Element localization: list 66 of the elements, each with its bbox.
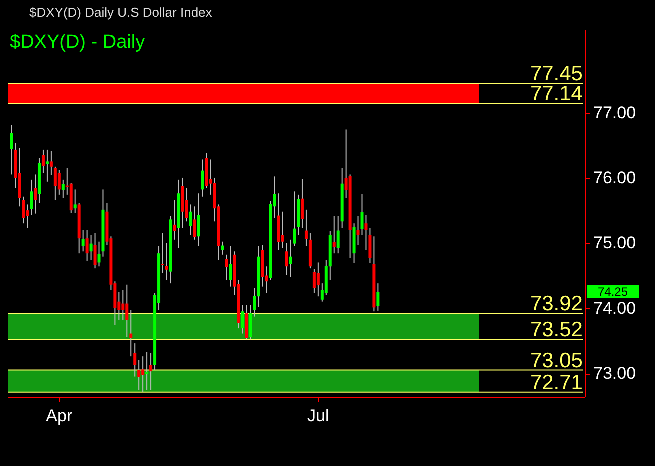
candlestick [300,178,304,229]
candlestick [201,159,204,198]
candlestick [94,232,97,270]
candlestick [54,166,57,201]
text: 74.25 [598,285,628,300]
y-tick-label: 74.00 [594,298,636,318]
candlestick [316,262,320,298]
candlestick [185,188,188,222]
candlestick [173,200,176,240]
candlestick [197,193,200,247]
candlestick [10,124,14,176]
candlestick [42,149,45,174]
candlestick [134,343,137,378]
candlestick [376,283,380,312]
candlestick [122,290,125,321]
candlestick [336,216,340,254]
chart-subtitle: $DXY(D) - Daily [10,32,146,53]
candlestick [165,242,168,281]
candlestick [142,356,145,393]
y-tick-label: 73.00 [594,364,636,384]
candlestick [293,191,296,247]
ref-line-label: 77.45 [530,62,583,86]
x-tick-label: Jul [308,406,330,426]
candlestick [46,149,49,182]
candlestick [229,246,232,288]
candlestick [26,204,30,229]
candlestick [162,232,165,274]
candlestick [225,254,228,281]
ref-line-label: 77.14 [530,82,584,106]
candlestick [289,239,292,278]
candlestick [150,352,153,391]
ref-line-label: 73.92 [530,292,583,316]
candlestick [50,150,53,176]
candlestick [281,211,284,249]
candlestick [82,230,85,252]
candlestick [364,214,368,251]
y-tick-label: 75.00 [594,234,636,253]
candlestick [30,179,34,216]
candlestick [34,174,37,214]
y-tick-label: 76.00 [594,168,636,188]
candlestick [312,268,316,294]
candlestick [285,242,288,276]
candlestick [58,170,61,196]
candlestick [193,206,196,240]
candlestick [62,179,65,199]
candlestick [74,189,77,214]
candlestick [90,234,93,261]
candlestick [22,196,26,224]
ref-line-label: 73.52 [530,318,583,342]
candlestick [138,360,141,391]
candlestick [249,304,252,340]
ref-line-label: 72.71 [530,371,583,394]
candlestick [332,216,336,254]
candlestick [368,228,372,264]
candlestick [86,230,89,262]
candlestick [221,241,224,256]
candlestick [130,310,133,358]
y-tick-label: 77.00 [594,103,636,122]
ref-line-label: 73.05 [530,349,583,372]
chart-title: $DXY(D) Daily U.S Dollar Index [30,5,213,20]
x-tick-label: Apr [46,406,73,426]
candlestick [126,284,129,338]
candlestick [241,304,244,334]
candlestick [304,209,308,247]
candlestick [146,352,149,391]
candlestick [189,204,192,236]
